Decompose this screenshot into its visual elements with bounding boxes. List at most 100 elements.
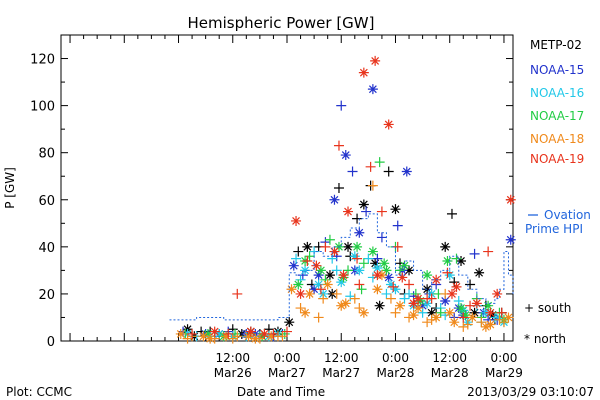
data-point-plus	[320, 274, 331, 285]
ovation-prime-hpi-line	[169, 213, 514, 321]
data-point-star	[413, 293, 424, 304]
data-point-star	[250, 333, 261, 344]
data-point-star	[338, 270, 349, 281]
data-point-plus	[417, 307, 428, 318]
data-point-star	[329, 246, 340, 257]
data-point-plus	[343, 265, 354, 276]
data-point-plus	[388, 281, 399, 292]
data-point-plus	[451, 253, 462, 264]
data-point-plus	[367, 180, 378, 191]
y-tick-label: 40	[38, 241, 55, 256]
data-point-plus	[315, 284, 326, 295]
data-point-star	[315, 265, 326, 276]
data-point-star	[175, 328, 186, 339]
data-point-plus	[336, 100, 347, 111]
data-point-star	[313, 270, 324, 281]
data-point-plus	[446, 208, 457, 219]
data-point-star	[336, 300, 347, 311]
data-point-star	[340, 298, 351, 309]
data-point-star	[390, 284, 401, 295]
x-tick-label-date: Mar26	[214, 366, 252, 380]
data-point-plus	[333, 183, 344, 193]
plot-layer: 02040608010012012:00Mar260:00Mar2712:00M…	[30, 34, 591, 380]
data-point-plus	[458, 312, 469, 323]
data-point-star	[404, 265, 415, 276]
data-point-plus	[331, 265, 342, 276]
data-point-plus	[232, 288, 243, 299]
x-tick-label-date: Mar29	[485, 366, 523, 380]
data-point-plus	[363, 253, 374, 264]
data-point-star	[284, 317, 295, 328]
data-point-star	[311, 260, 322, 271]
y-tick-label: 60	[38, 194, 55, 209]
data-point-star	[467, 312, 478, 323]
data-point-star	[485, 319, 496, 330]
data-point-star	[385, 279, 396, 290]
data-point-star	[349, 251, 360, 262]
data-point-star	[340, 150, 351, 161]
data-point-plus	[483, 314, 494, 325]
y-tick-label: 20	[38, 288, 55, 303]
data-point-star	[442, 255, 453, 266]
data-point-star	[367, 246, 378, 257]
data-point-star	[492, 288, 503, 299]
data-point-plus	[279, 328, 290, 339]
data-point-plus	[383, 166, 394, 177]
data-point-plus	[435, 307, 446, 318]
data-point-plus	[182, 333, 193, 344]
data-point-star	[383, 119, 394, 130]
data-point-star	[417, 300, 428, 311]
legend-north: * north	[524, 332, 566, 346]
data-point-plus	[304, 251, 315, 262]
data-point-star	[483, 300, 494, 311]
data-point-plus	[331, 251, 342, 262]
data-point-star	[440, 295, 451, 306]
data-point-plus	[422, 317, 433, 328]
data-point-star	[460, 310, 471, 321]
data-point-star	[259, 328, 270, 339]
footer-right: 2013/03/29 03:10:07	[467, 385, 594, 399]
data-point-plus	[469, 248, 480, 259]
data-point-plus	[392, 241, 403, 252]
y-tick-label: 80	[38, 147, 55, 162]
data-point-star	[324, 270, 335, 281]
data-point-plus	[358, 258, 369, 269]
data-point-plus	[356, 284, 367, 295]
data-point-star	[471, 298, 482, 309]
data-point-plus	[196, 326, 207, 337]
data-point-plus	[381, 288, 392, 299]
x-tick-label-time: 0:00	[274, 351, 301, 365]
data-point-plus	[331, 288, 342, 299]
data-point-star	[358, 307, 369, 318]
data-point-plus	[349, 293, 360, 304]
data-point-star	[309, 284, 320, 295]
data-point-plus	[354, 303, 365, 314]
legend-item-noaa-18: NOAA-18	[530, 132, 584, 146]
legend-ovation-label: Ovation	[544, 208, 591, 222]
legend-item-noaa-19: NOAA-19	[530, 152, 584, 166]
legend-item-noaa-15: NOAA-15	[530, 63, 584, 77]
data-point-plus	[227, 333, 238, 344]
data-point-star	[243, 331, 254, 342]
data-point-star	[408, 310, 419, 321]
data-point-star	[370, 258, 381, 269]
y-tick-label: 0	[47, 335, 55, 350]
data-point-star	[374, 300, 385, 311]
data-point-plus	[376, 206, 387, 217]
data-point-star	[413, 303, 424, 314]
data-point-star	[313, 279, 324, 290]
data-point-plus	[372, 253, 383, 264]
data-point-plus	[282, 326, 292, 337]
data-point-star	[343, 206, 354, 217]
x-tick-label-time: 12:00	[432, 351, 467, 365]
data-point-star	[202, 328, 213, 339]
data-point-star	[288, 260, 299, 271]
legend-item-noaa-16: NOAA-16	[530, 86, 584, 100]
data-point-star	[198, 331, 209, 342]
data-point-star	[422, 270, 433, 281]
data-point-star	[395, 300, 405, 311]
data-point-plus	[404, 312, 415, 323]
data-point-plus	[399, 293, 410, 304]
data-point-plus	[426, 293, 437, 304]
data-point-star	[358, 199, 369, 210]
